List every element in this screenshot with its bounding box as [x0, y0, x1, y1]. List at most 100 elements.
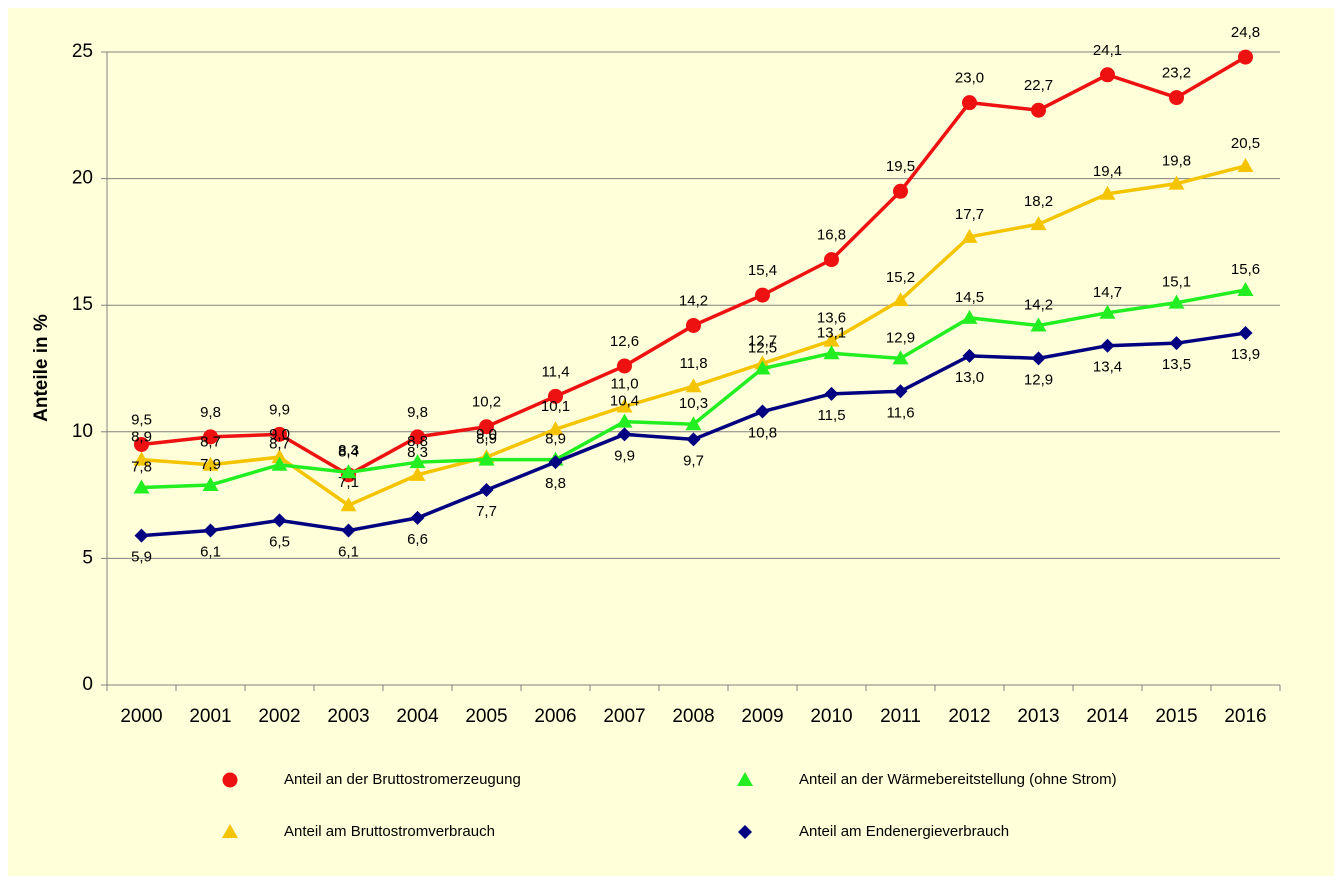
x-tick-label: 2014	[1086, 706, 1129, 727]
legend-marker	[737, 772, 753, 786]
data-label: 15,4	[748, 262, 777, 279]
legend-label: Anteil am Bruttostromverbrauch	[284, 823, 495, 840]
data-label: 8,8	[407, 433, 428, 450]
x-tick-label: 2002	[258, 706, 300, 727]
data-label: 6,6	[407, 531, 428, 548]
data-label: 8,3	[338, 442, 359, 459]
data-label: 9,8	[200, 404, 221, 421]
data-point	[272, 426, 287, 442]
data-point	[271, 456, 288, 471]
data-label: 11,8	[679, 355, 707, 372]
data-label: 5,9	[131, 549, 152, 566]
data-point	[1237, 157, 1254, 172]
data-point	[341, 523, 356, 538]
data-point	[1168, 294, 1185, 309]
data-label: 13,1	[817, 324, 846, 341]
x-tick-label: 2012	[948, 706, 990, 727]
data-label: 8,9	[545, 431, 566, 448]
data-label: 9,9	[614, 447, 635, 464]
data-point	[1100, 67, 1115, 83]
data-point	[202, 476, 219, 491]
data-point	[893, 183, 908, 199]
data-point	[1238, 326, 1253, 341]
data-label: 9,5	[131, 411, 152, 428]
data-point	[617, 427, 632, 442]
data-label: 12,7	[748, 332, 777, 349]
data-label: 10,4	[610, 393, 639, 410]
data-point	[134, 528, 149, 543]
data-label: 13,0	[955, 369, 984, 386]
data-label: 10,3	[679, 395, 708, 412]
background	[8, 8, 1334, 876]
y-tick-label: 5	[82, 547, 93, 568]
legend-label: Anteil an der Bruttostromerzeugung	[284, 771, 521, 788]
data-label: 22,7	[1024, 77, 1053, 94]
data-point	[961, 228, 978, 243]
data-point	[134, 436, 149, 452]
data-point	[133, 451, 150, 466]
data-label: 15,2	[886, 269, 915, 286]
data-point	[548, 455, 563, 470]
legend-marker	[738, 825, 752, 839]
data-point	[547, 421, 564, 436]
data-label: 8,9	[131, 429, 152, 446]
data-label: 9,8	[407, 404, 428, 421]
data-label: 14,5	[955, 289, 984, 306]
data-label: 9,9	[269, 401, 290, 418]
x-tick-label: 2001	[189, 706, 231, 727]
x-tick-label: 2009	[741, 706, 783, 727]
data-point	[409, 466, 426, 481]
data-point	[685, 378, 702, 393]
y-tick-label: 20	[72, 168, 93, 189]
data-point	[755, 404, 770, 419]
x-tick-label: 2015	[1155, 706, 1197, 727]
data-point	[616, 398, 633, 413]
data-label: 8,4	[338, 443, 359, 460]
data-point	[1169, 90, 1184, 106]
data-point	[686, 432, 701, 447]
data-label: 19,8	[1162, 153, 1191, 170]
data-point	[892, 292, 909, 307]
data-label: 10,2	[472, 394, 501, 411]
legend-label: Anteil am Endenergieverbrauch	[799, 823, 1009, 840]
data-label: 8,7	[200, 434, 221, 451]
data-label: 7,9	[200, 456, 221, 473]
data-point	[340, 497, 357, 512]
y-tick-label: 15	[72, 294, 93, 315]
legend-marker	[222, 772, 238, 788]
data-label: 10,1	[541, 398, 570, 415]
data-point	[479, 483, 494, 498]
data-point	[755, 287, 770, 303]
x-tick-label: 2005	[465, 706, 507, 727]
data-label: 8,7	[269, 436, 290, 453]
data-label: 24,1	[1093, 42, 1122, 59]
y-axis-label: Anteile in %	[31, 314, 52, 422]
data-label: 13,5	[1162, 356, 1191, 373]
data-label: 23,0	[955, 70, 984, 87]
data-point	[823, 345, 840, 360]
legend-marker	[222, 824, 238, 838]
data-point	[893, 384, 908, 399]
data-label: 12,6	[610, 333, 639, 350]
data-point	[962, 348, 977, 363]
data-label: 18,2	[1024, 193, 1053, 210]
data-point	[340, 464, 357, 479]
data-point	[824, 252, 839, 268]
data-point	[1100, 338, 1115, 353]
data-label: 12,9	[1024, 371, 1053, 388]
data-point	[478, 451, 495, 466]
data-label: 13,4	[1093, 359, 1122, 376]
data-label: 24,8	[1231, 24, 1260, 41]
data-label: 11,6	[886, 404, 914, 421]
data-point	[1237, 282, 1254, 297]
data-label: 16,8	[817, 227, 846, 244]
x-tick-label: 2013	[1017, 706, 1059, 727]
data-point	[1168, 175, 1185, 190]
data-point	[1031, 102, 1046, 118]
data-point	[824, 386, 839, 401]
data-label: 11,4	[541, 363, 569, 380]
data-label: 8,8	[545, 475, 566, 492]
data-point	[548, 388, 563, 404]
data-label: 7,1	[338, 474, 359, 491]
